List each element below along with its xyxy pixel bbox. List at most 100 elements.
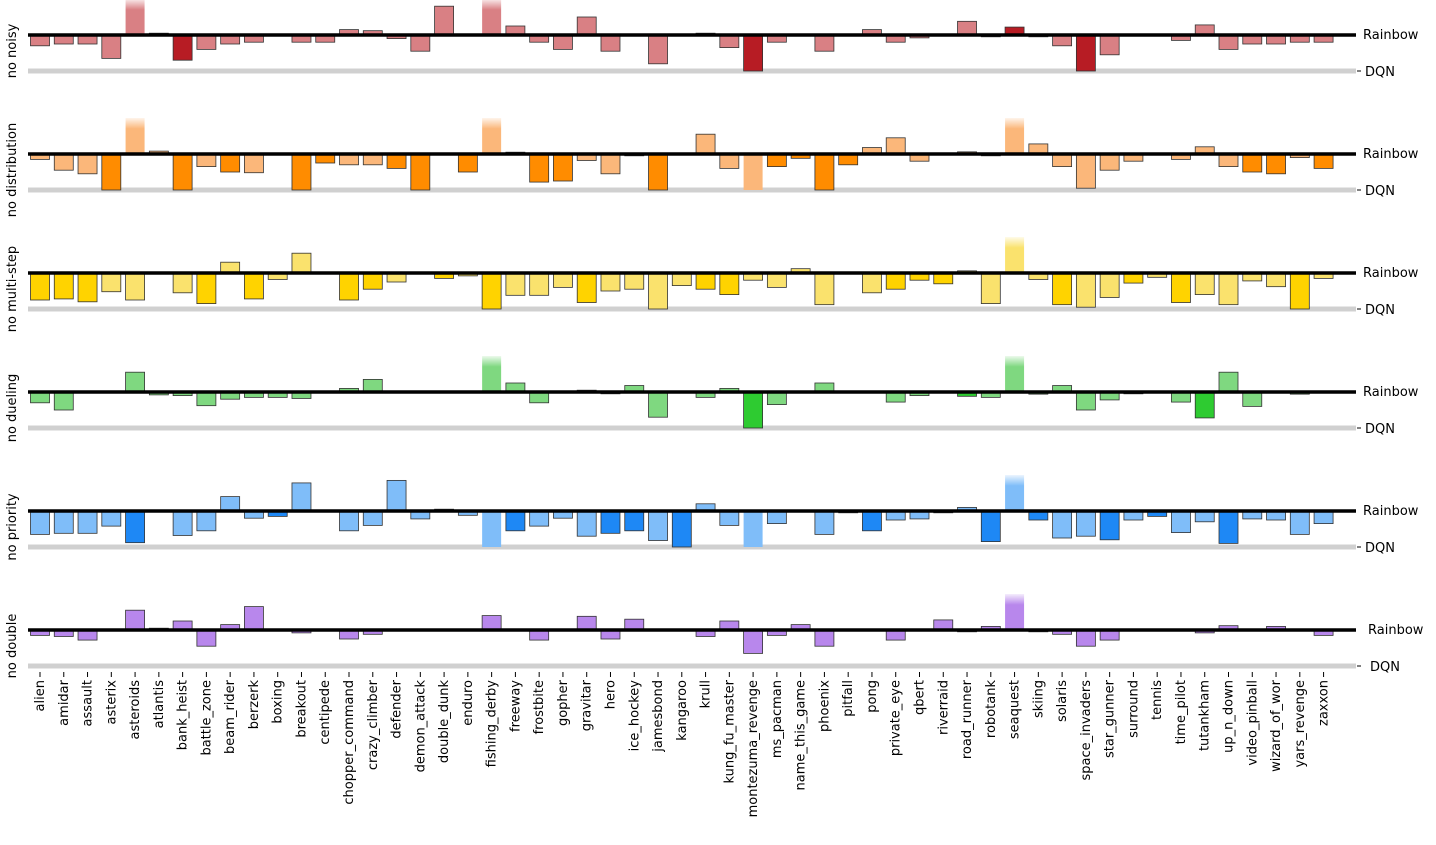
bar-tutankham — [1194, 391, 1215, 419]
category-label: wizard_of_wor — [1269, 679, 1284, 772]
category-label: berzerk — [247, 680, 262, 730]
bar-seaquest — [1005, 118, 1025, 154]
bar-montezuma_revenge — [743, 629, 763, 654]
category-label: kung_fu_master — [722, 679, 737, 783]
bar-gravitar — [576, 510, 597, 537]
bar-jamesbond — [648, 272, 668, 310]
bar-gopher — [553, 153, 573, 182]
rainbow-label: Rainbow — [1363, 28, 1419, 43]
category-label: solaris — [1055, 680, 1070, 722]
category-label: asterix — [104, 680, 119, 725]
bar-space_invaders — [1075, 629, 1096, 647]
category-label: phoenix — [817, 680, 832, 732]
bar-demon_attack — [410, 153, 431, 191]
rainbow-label: Rainbow — [1363, 266, 1419, 281]
bar-tutankham — [1194, 272, 1215, 296]
bar-defender — [386, 479, 407, 512]
rainbow-label: Rainbow — [1368, 623, 1424, 638]
bar-seaquest — [1005, 356, 1025, 392]
bar-montezuma_revenge — [743, 34, 763, 72]
series-row-no-double: Rainbow DQN no double — [5, 594, 1424, 678]
bar-bank_heist — [172, 34, 193, 61]
category-label: qbert — [912, 680, 927, 715]
bar-asterix — [101, 510, 122, 527]
bar-phoenix — [814, 510, 835, 535]
category-label: yars_revenge — [1293, 680, 1308, 768]
bar-asteroids — [125, 510, 145, 544]
category-label: hero — [603, 680, 618, 709]
bar-breakout — [291, 153, 312, 191]
category-label: centipede — [318, 680, 333, 745]
series-label: no dueling — [5, 374, 20, 443]
bar-zaxxon — [1313, 510, 1334, 525]
bar-ms_pacman — [766, 391, 787, 406]
bar-phoenix — [814, 272, 835, 306]
category-label: ms_pacman — [770, 680, 785, 758]
bar-gravitar — [576, 16, 597, 36]
bar-wizard_of_wor — [1266, 272, 1286, 288]
bar-ms_pacman — [766, 510, 787, 525]
bar-robotank — [980, 510, 1001, 543]
category-label: demon_attack — [413, 680, 428, 773]
bar-asteroids — [125, 0, 145, 35]
category-label: skiing — [1031, 680, 1046, 718]
series-label: no priority — [5, 493, 20, 561]
bar-battle_zone — [196, 629, 217, 647]
bar-kung_fu_master — [719, 153, 740, 169]
bar-alien — [30, 510, 50, 535]
series-row-no-priority: Rainbow DQN no priority — [5, 475, 1419, 561]
bar-bank_heist — [172, 153, 193, 191]
bar-hero — [600, 272, 621, 292]
category-label: seaquest — [1008, 680, 1023, 739]
dqn-label: DQN — [1365, 303, 1395, 318]
bar-jamesbond — [648, 153, 668, 191]
bar-pong — [862, 510, 882, 532]
bar-star_gunner — [1099, 34, 1120, 56]
category-label: enduro — [461, 680, 476, 726]
bar-kung_fu_master — [719, 510, 740, 526]
dqn-label: DQN — [1365, 184, 1395, 199]
category-label: alien — [33, 680, 48, 711]
bar-beam_rider — [220, 153, 241, 173]
category-axis: alien amidar assault asterix asteroids atlant… — [33, 672, 1332, 817]
bar-bank_heist — [172, 510, 193, 536]
bar-crazy_climber — [362, 272, 383, 290]
bar-zaxxon — [1313, 153, 1334, 169]
rainbow-label: Rainbow — [1363, 385, 1419, 400]
bar-asteroids — [125, 272, 145, 301]
category-label: asteroids — [128, 680, 143, 740]
bar-gopher — [553, 34, 573, 50]
bar-asteroids — [125, 609, 145, 631]
bar-phoenix — [814, 34, 835, 52]
bar-star_gunner — [1099, 272, 1120, 298]
bar-asterix — [101, 153, 122, 191]
dqn-label: DQN — [1365, 541, 1395, 556]
category-label: krull — [699, 680, 714, 708]
bar-solaris — [1052, 153, 1073, 168]
category-label: kangaroo — [675, 680, 690, 741]
category-label: robotank — [984, 680, 999, 739]
bar-krull — [695, 133, 716, 155]
category-label: surround — [1126, 680, 1141, 738]
bar-private_eye — [885, 137, 906, 155]
bar-montezuma_revenge — [743, 391, 763, 429]
bar-chopper_command — [339, 272, 359, 301]
bar-space_invaders — [1075, 510, 1096, 537]
category-label: defender — [390, 679, 405, 738]
category-label: crazy_climber — [366, 679, 381, 770]
bar-asteroids — [125, 371, 145, 393]
bar-berzerk — [244, 606, 264, 631]
bar-fishing_derby — [481, 272, 502, 310]
bar-up_n_down — [1218, 371, 1239, 393]
bar-fishing_derby — [482, 0, 502, 35]
bar-asterix — [101, 34, 122, 59]
bar-gravitar — [576, 272, 597, 303]
series-label: no noisy — [5, 23, 20, 78]
bar-ice_hockey — [624, 272, 645, 290]
bar-amidar — [53, 272, 74, 300]
bar-phoenix — [814, 153, 835, 191]
category-label: gopher — [556, 679, 571, 726]
category-label: space_invaders — [1079, 680, 1094, 781]
